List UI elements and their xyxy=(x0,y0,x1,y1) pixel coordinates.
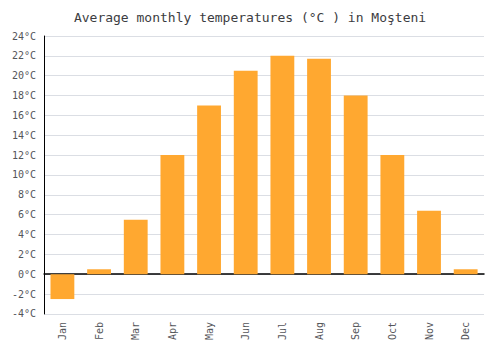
svg-text:16°C: 16°C xyxy=(12,110,36,121)
svg-text:Mar: Mar xyxy=(130,322,141,340)
svg-text:4°C: 4°C xyxy=(18,229,36,240)
svg-text:10°C: 10°C xyxy=(12,169,36,180)
svg-text:20°C: 20°C xyxy=(12,70,36,81)
svg-text:-4°C: -4°C xyxy=(12,308,36,319)
svg-text:Oct: Oct xyxy=(387,322,398,340)
svg-text:Dec: Dec xyxy=(460,322,471,340)
svg-text:-2°C: -2°C xyxy=(12,289,36,300)
svg-text:Jun: Jun xyxy=(240,322,251,340)
svg-text:12°C: 12°C xyxy=(12,150,36,161)
svg-text:Feb: Feb xyxy=(94,322,105,340)
svg-text:2°C: 2°C xyxy=(18,249,36,260)
svg-text:Nov: Nov xyxy=(424,322,435,340)
svg-text:0°C: 0°C xyxy=(18,269,36,280)
svg-text:24°C: 24°C xyxy=(12,31,36,42)
svg-text:Sep: Sep xyxy=(350,322,361,340)
svg-text:6°C: 6°C xyxy=(18,209,36,220)
svg-text:Average monthly temperatures (: Average monthly temperatures (°C ) in Mo… xyxy=(74,10,426,25)
svg-text:Jul: Jul xyxy=(277,322,288,340)
svg-text:18°C: 18°C xyxy=(12,90,36,101)
svg-text:Apr: Apr xyxy=(167,322,178,340)
svg-text:8°C: 8°C xyxy=(18,189,36,200)
svg-text:22°C: 22°C xyxy=(12,50,36,61)
svg-text:May: May xyxy=(204,322,215,340)
svg-text:Aug: Aug xyxy=(314,322,325,340)
svg-text:Jan: Jan xyxy=(57,322,68,340)
svg-text:14°C: 14°C xyxy=(12,130,36,141)
